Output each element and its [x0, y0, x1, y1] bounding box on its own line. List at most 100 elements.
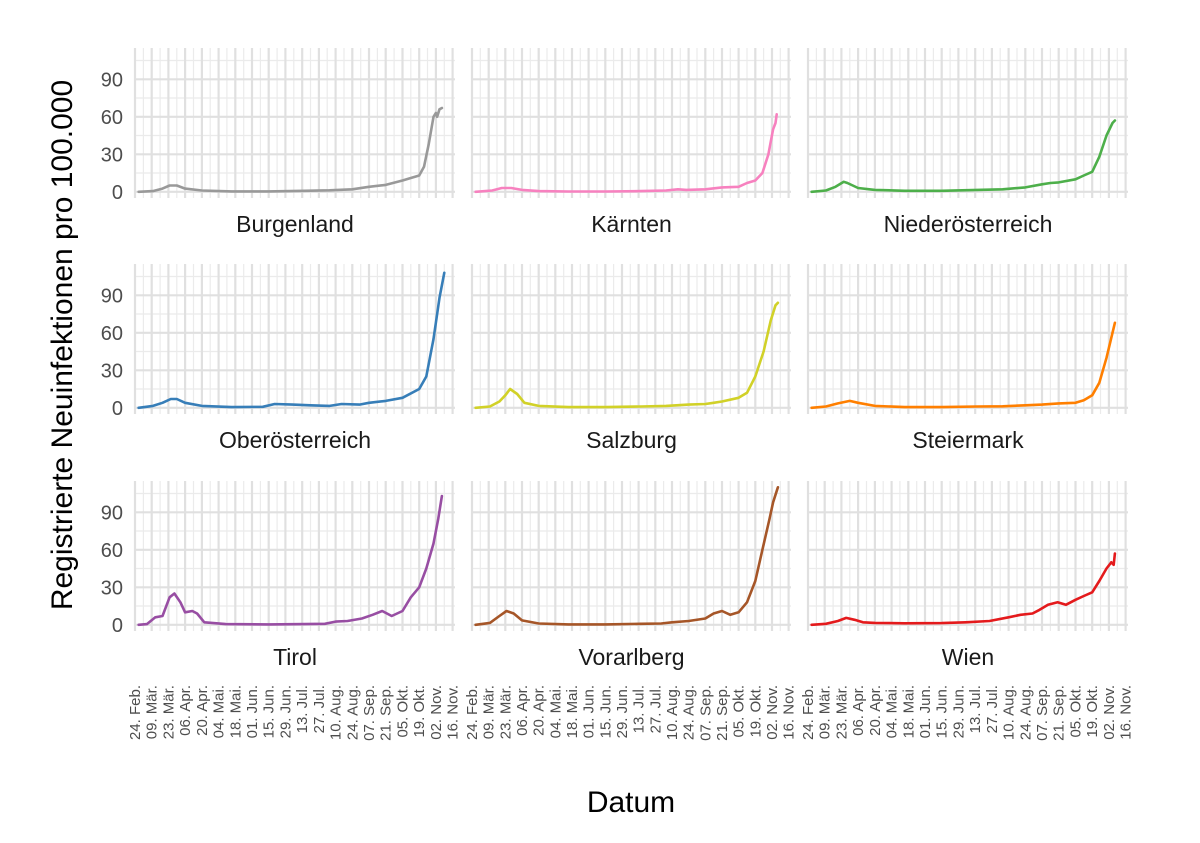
x-tick-label: 13. Jul. [631, 685, 648, 733]
x-tick-label: 13. Jul. [967, 685, 984, 733]
series-line-4 [137, 271, 446, 410]
panel-title-4: Oberösterreich [219, 427, 371, 453]
x-tick-label: 20. Apr. [867, 685, 884, 736]
x-tick-label: 19. Okt. [747, 685, 764, 738]
x-tick-label: 04. Mai. [211, 685, 228, 738]
x-tick-label: 01. Jun. [244, 685, 261, 738]
x-tick-label: 09. Mär. [817, 685, 834, 739]
x-tick-label: 07. Sep. [361, 685, 378, 741]
x-tick-label: 24. Aug. [681, 685, 698, 740]
x-tick-label: 16. Nov. [445, 685, 462, 740]
x-tick-label: 04. Mai. [884, 685, 901, 738]
y-tick-label: 60 [101, 107, 123, 129]
series-line-8 [474, 486, 780, 627]
grid-layer [133, 48, 1128, 631]
lines-layer [137, 106, 1117, 627]
x-tick-label: 06. Apr. [850, 685, 867, 736]
panel-grid-8 [470, 481, 791, 631]
x-tick-label: 23. Mär. [160, 685, 177, 739]
x-tick-label: 05. Okt. [731, 685, 748, 738]
x-tick-label: 07. Sep. [697, 685, 714, 741]
series-line-9 [810, 552, 1117, 627]
x-tick-label: 06. Apr. [177, 685, 194, 736]
y-tick-label: 90 [101, 69, 123, 91]
x-tick-label: 05. Okt. [395, 685, 412, 738]
x-tick-label: 24. Aug. [344, 685, 361, 740]
x-tick-label: 27. Jul. [647, 685, 664, 733]
panel-title-6: Steiermark [912, 427, 1024, 453]
x-tick-label: 20. Apr. [531, 685, 548, 736]
x-axis-title: Datum [587, 786, 675, 819]
y-tick-label: 0 [112, 398, 123, 420]
y-tick-label: 0 [112, 615, 123, 637]
y-tick-label: 90 [101, 502, 123, 524]
x-tick-label: 02. Nov. [1101, 685, 1118, 740]
y-tick-label: 30 [101, 144, 123, 166]
panel-grid-3 [806, 48, 1128, 198]
panel-title-7: Tirol [273, 644, 317, 670]
x-tick-label: 16. Nov. [781, 685, 798, 740]
y-axis-title: Registrierte Neuinfektionen pro 100.000 [46, 80, 79, 610]
x-tick-label: 01. Jun. [581, 685, 598, 738]
panel-grid-5 [470, 264, 791, 414]
x-tick-label: 29. Jun. [277, 685, 294, 738]
x-tick-label: 24. Feb. [464, 685, 481, 740]
y-tick-label: 30 [101, 360, 123, 382]
series-line-1 [137, 106, 444, 194]
x-tick-label: 15. Jun. [597, 685, 614, 738]
x-tick-label: 10. Aug. [328, 685, 345, 740]
x-tick-label: 10. Aug. [1001, 685, 1018, 740]
x-tick-label: 13. Jul. [294, 685, 311, 733]
series-line-5 [474, 301, 780, 410]
panel-title-9: Wien [942, 644, 994, 670]
x-tick-label: 19. Okt. [1084, 685, 1101, 738]
series-line-7 [137, 494, 444, 627]
x-tick-label: 18. Mai. [564, 685, 581, 738]
x-tick-label: 27. Jul. [984, 685, 1001, 733]
x-tick-label: 29. Jun. [950, 685, 967, 738]
x-tick-label: 18. Mai. [227, 685, 244, 738]
x-tick-label: 01. Jun. [917, 685, 934, 738]
x-tick-label: 04. Mai. [547, 685, 564, 738]
panel-title-5: Salzburg [586, 427, 677, 453]
x-tick-label: 07. Sep. [1034, 685, 1051, 741]
x-tick-label: 06. Apr. [514, 685, 531, 736]
x-tick-label: 21. Sep. [378, 685, 395, 741]
panel-title-2: Kärnten [591, 211, 672, 237]
x-tick-label: 18. Mai. [900, 685, 917, 738]
panel-title-1: Burgenland [236, 211, 354, 237]
y-tick-label: 60 [101, 323, 123, 345]
x-tick-label: 15. Jun. [261, 685, 278, 738]
panel-grid-6 [806, 264, 1128, 414]
panel-title-3: Niederösterreich [884, 211, 1053, 237]
x-tick-label: 29. Jun. [614, 685, 631, 738]
panel-grid-9 [806, 481, 1128, 631]
panel-grid-1 [133, 48, 455, 198]
labels-layer: Burgenland 0 30 60 90 Kärnten Niederösterreich… [101, 69, 1135, 741]
panel-grid-2 [470, 48, 791, 198]
x-tick-label: 21. Sep. [714, 685, 731, 741]
x-tick-label: 15. Jun. [934, 685, 951, 738]
y-tick-label: 60 [101, 540, 123, 562]
x-tick-label: 10. Aug. [664, 685, 681, 740]
x-tick-label: 02. Nov. [428, 685, 445, 740]
x-tick-label: 24. Feb. [127, 685, 144, 740]
y-tick-label: 0 [112, 182, 123, 204]
y-tick-label: 30 [101, 577, 123, 599]
series-line-3 [810, 119, 1117, 194]
x-tick-label: 20. Apr. [194, 685, 211, 736]
panel-title-8: Vorarlberg [578, 644, 684, 670]
x-tick-label: 09. Mär. [144, 685, 161, 739]
series-line-2 [474, 113, 778, 194]
x-tick-label: 02. Nov. [764, 685, 781, 740]
x-tick-label: 09. Mär. [481, 685, 498, 739]
x-tick-label: 24. Feb. [800, 685, 817, 740]
x-tick-label: 23. Mär. [497, 685, 514, 739]
panel-grid-4 [133, 264, 455, 414]
x-tick-label: 05. Okt. [1068, 685, 1085, 738]
y-tick-label: 90 [101, 285, 123, 307]
series-line-6 [810, 321, 1117, 410]
x-tick-label: 16. Nov. [1118, 685, 1135, 740]
